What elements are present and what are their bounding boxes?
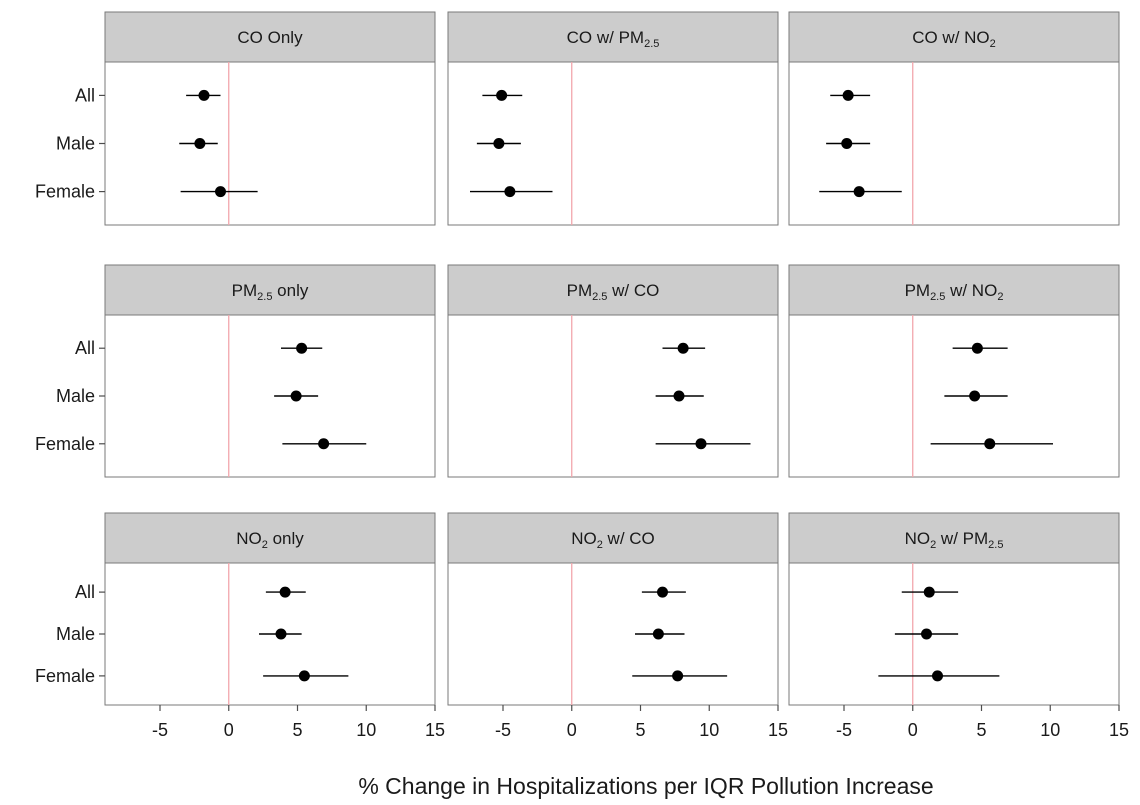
row-label: Male — [56, 624, 95, 644]
estimate-point — [673, 390, 685, 402]
row-label: Female — [35, 182, 95, 202]
x-tick-label: 10 — [1040, 720, 1060, 740]
estimate-point — [932, 670, 943, 682]
panel-strip — [447, 264, 779, 316]
x-tick-label: 15 — [768, 720, 788, 740]
x-tick-label: 5 — [292, 720, 302, 740]
x-tick-label: 5 — [635, 720, 645, 740]
estimate-point — [921, 628, 932, 640]
x-tick-label: -5 — [152, 720, 168, 740]
panel-strip — [447, 11, 779, 63]
estimate-point — [290, 390, 302, 402]
estimate-point — [677, 342, 689, 354]
panel-title: NO2 w/ PM2.5 — [905, 529, 1004, 551]
x-tick-label: 15 — [425, 720, 445, 740]
panel-strip — [104, 11, 436, 63]
panel-title: PM2.5 w/ NO2 — [905, 281, 1004, 303]
row-label: All — [75, 582, 95, 602]
panel-title: CO Only — [237, 28, 303, 47]
panel-strip — [104, 512, 436, 564]
panel-strip — [447, 512, 779, 564]
estimate-point — [842, 89, 854, 101]
estimate-point — [493, 138, 505, 149]
panel-title: CO w/ PM2.5 — [567, 28, 660, 50]
estimate-point — [318, 438, 330, 450]
panel-strip — [788, 512, 1120, 564]
x-tick-label: 10 — [356, 720, 376, 740]
x-tick-label: 10 — [699, 720, 719, 740]
x-tick-label: 5 — [976, 720, 986, 740]
panel-strip — [788, 264, 1120, 316]
estimate-point — [275, 628, 287, 640]
panel-title: CO w/ NO2 — [912, 28, 996, 50]
estimate-point — [971, 342, 983, 354]
estimate-point — [672, 670, 684, 682]
panel-plot-area — [104, 314, 436, 478]
estimate-point — [984, 438, 996, 450]
estimate-point — [296, 342, 308, 354]
estimate-point — [652, 628, 664, 640]
row-label: Male — [56, 134, 95, 154]
panel-plot-area — [447, 314, 779, 478]
x-tick-label: 0 — [908, 720, 918, 740]
estimate-point — [841, 138, 853, 149]
x-tick-label: 0 — [224, 720, 234, 740]
row-label: Female — [35, 434, 95, 454]
estimate-point — [969, 390, 981, 402]
estimate-point — [279, 586, 291, 598]
estimate-point — [695, 438, 707, 450]
panel-strip — [788, 11, 1120, 63]
panel-plot-area — [104, 61, 436, 226]
estimate-point — [657, 586, 668, 598]
x-tick-label: -5 — [495, 720, 511, 740]
x-axis-title: % Change in Hospitalizations per IQR Pol… — [358, 773, 933, 799]
estimate-point — [496, 89, 508, 101]
row-label: All — [75, 85, 95, 105]
panel-strip — [104, 264, 436, 316]
panel-title: NO2 w/ CO — [571, 529, 655, 551]
x-tick-label: 15 — [1109, 720, 1129, 740]
panel-title: PM2.5 only — [232, 281, 309, 303]
row-label: Male — [56, 386, 95, 406]
estimate-point — [504, 186, 516, 198]
estimate-point — [198, 89, 210, 101]
estimate-point — [194, 138, 206, 149]
x-tick-label: -5 — [836, 720, 852, 740]
panel-plot-area — [447, 562, 779, 706]
panel-title: PM2.5 w/ CO — [567, 281, 660, 303]
estimate-point — [853, 186, 865, 198]
row-label: All — [75, 338, 95, 358]
panel-title: NO2 only — [236, 529, 304, 551]
estimate-point — [923, 586, 935, 598]
estimate-point — [298, 670, 310, 682]
x-tick-label: 0 — [567, 720, 577, 740]
estimate-point — [215, 186, 226, 198]
row-label: Female — [35, 666, 95, 686]
